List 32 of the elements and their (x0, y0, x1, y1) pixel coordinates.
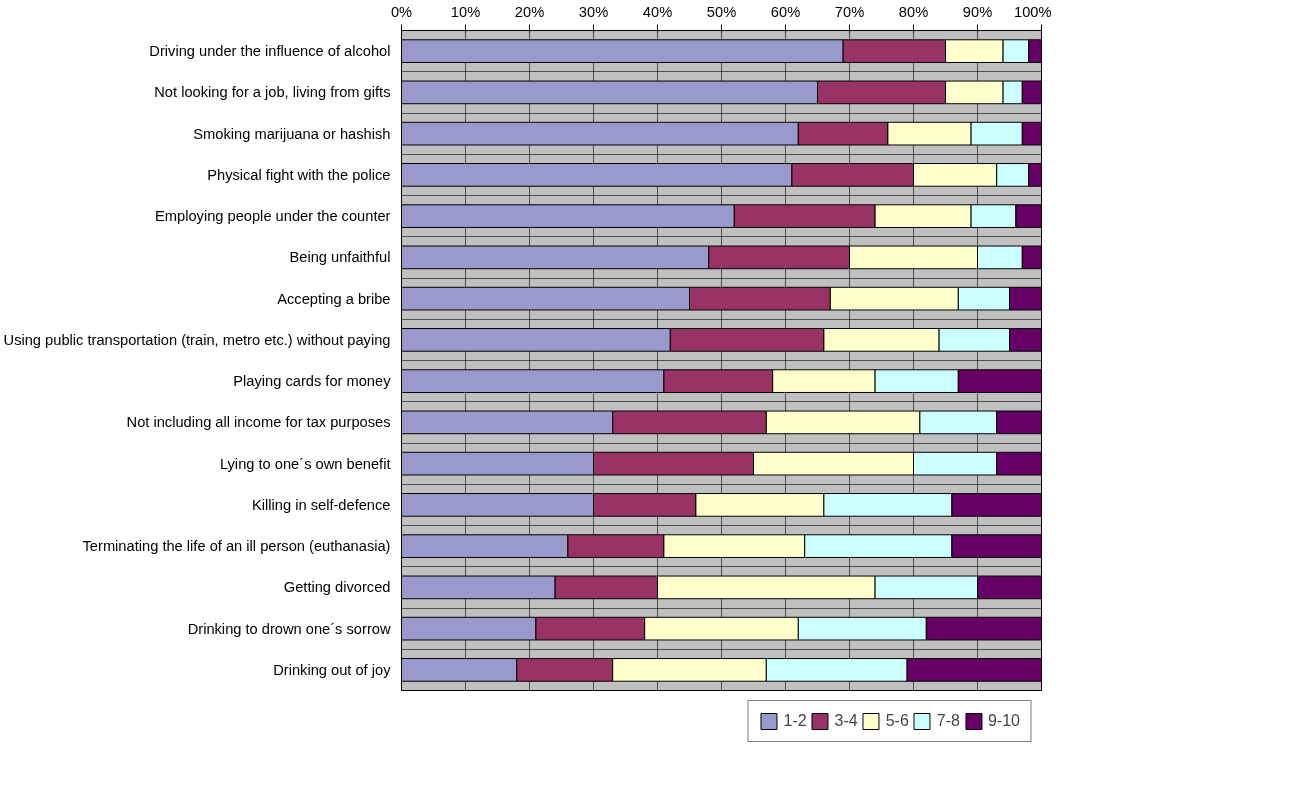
x-tick-label: 30% (578, 3, 609, 20)
x-tick-label: 10% (450, 3, 481, 20)
x-tick-label: 90% (962, 3, 993, 20)
x-tick-label: 80% (898, 3, 929, 20)
legend-label: 5-6 (885, 712, 909, 730)
y-tick-label: Accepting a bribe (277, 290, 391, 307)
x-tick-label: 40% (642, 3, 673, 20)
y-tick-label: Using public transportation (train, metro etc.) without paying (3, 331, 391, 348)
x-tick-label: 60% (770, 3, 801, 20)
y-tick-label: Lying to one´s own benefit (219, 455, 391, 472)
legend-label: 1-2 (783, 712, 807, 730)
y-tick-label: Not including all income for tax purposes (126, 414, 391, 431)
y-tick-label: Drinking to drown one´s sorrow (187, 620, 391, 637)
y-tick-label: Terminating the life of an ill person (euthanasia) (82, 538, 391, 555)
y-tick-label: Drinking out of joy (273, 661, 392, 678)
x-tick-label: 20% (514, 3, 545, 20)
x-tick-label: 70% (834, 3, 865, 20)
legend-label: 7-8 (936, 712, 960, 730)
y-tick-label: Physical fight with the police (207, 166, 391, 183)
y-tick-label: Being unfaithful (289, 249, 391, 266)
y-tick-label: Getting divorced (283, 579, 391, 596)
y-tick-label: Driving under the influence of alcohol (149, 43, 391, 60)
y-tick-label: Smoking marijuana or hashish (193, 125, 391, 142)
legend-label: 3-4 (834, 712, 858, 730)
x-tick-label: 100% (1014, 3, 1052, 20)
x-tick-label: 50% (706, 3, 737, 20)
y-tick-label: Killing in self-defence (252, 496, 391, 513)
legend-label: 9-10 (987, 712, 1020, 730)
x-tick-label: 0% (390, 3, 413, 20)
y-tick-label: Not looking for a job, living from gifts (154, 84, 391, 101)
y-tick-label: Playing cards for money (233, 373, 392, 390)
y-tick-label: Employing people under the counter (155, 208, 391, 225)
